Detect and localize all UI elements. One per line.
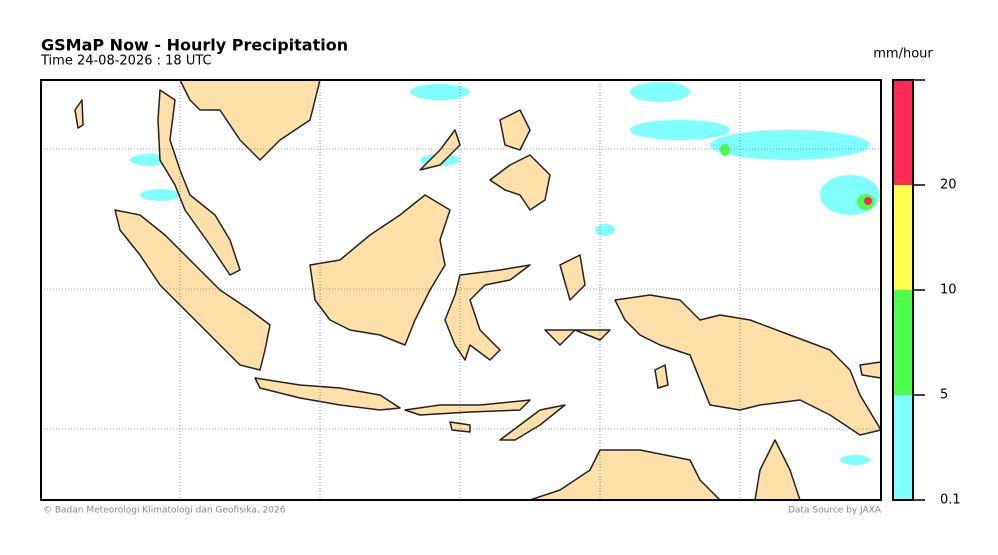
colorbar-segment — [893, 395, 913, 500]
grid — [41, 80, 881, 500]
credit: © Badan Meteorologi Klimatologi dan Geof… — [43, 506, 286, 516]
source: Data Source by JAXA — [788, 506, 882, 516]
colorbar-segment — [893, 80, 913, 185]
colorbar-tick-label: 10 — [940, 283, 957, 298]
colorbar-frame — [892, 79, 914, 501]
map — [40, 79, 882, 501]
colorbar-tick-label: 5 — [940, 388, 948, 403]
colorbar-tick-label: 0.1 — [940, 493, 961, 508]
colorbar: 0.1 5 10 20 — [892, 79, 961, 508]
colorbar-tick-label: 20 — [940, 178, 957, 193]
map-frame — [40, 79, 882, 501]
colorbar-segment — [893, 185, 913, 290]
time: Time 24-08-2026 : 18 UTC — [40, 54, 212, 69]
title: GSMaP Now - Hourly Precipitation — [41, 36, 348, 55]
land — [74, 80, 881, 500]
unit: mm/hour — [873, 47, 933, 62]
colorbar-segment — [893, 290, 913, 395]
